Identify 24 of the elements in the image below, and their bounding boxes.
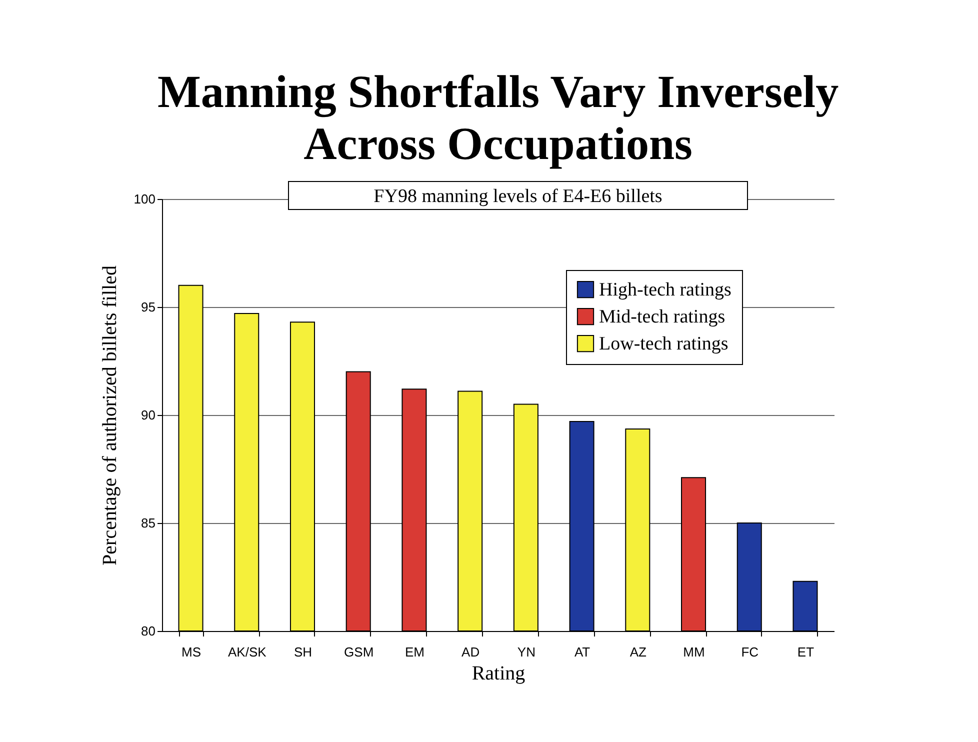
x-tick-label: AK/SK	[228, 644, 267, 660]
y-axis-title: Percentage of authorized billets filled	[98, 266, 121, 566]
x-tick-label: SH	[294, 644, 312, 660]
x-axis-title: Rating	[472, 662, 526, 684]
legend-label: Mid-tech ratings	[599, 306, 726, 328]
x-tick-label: MS	[182, 644, 202, 660]
y-tick-label: 95	[141, 300, 156, 314]
x-tick-label: ET	[797, 644, 814, 660]
legend-label: High-tech ratings	[599, 280, 732, 300]
x-tick-label: AT	[574, 644, 590, 660]
x-tick-label: FC	[741, 644, 759, 660]
x-tick-label: AZ	[630, 644, 647, 660]
x-tick-label: AD	[462, 644, 480, 660]
y-tick-label: 85	[141, 516, 156, 530]
x-tick-label: MM	[683, 644, 705, 660]
x-tick-label: GSM	[344, 644, 374, 660]
y-tick-label: 80	[141, 624, 156, 638]
y-tick-label: 100	[134, 192, 156, 206]
x-tick-label: EM	[404, 644, 424, 660]
text-box: FY98 manning levels of E4-E6 billets	[288, 181, 748, 210]
y-tick-label: 90	[141, 408, 156, 422]
legend-label: Low-tech ratings	[599, 334, 728, 354]
chart-title: Manning Shortfalls Vary Inversely Across Occupations	[157, 66, 839, 169]
x-tick-label: YN	[517, 644, 536, 660]
